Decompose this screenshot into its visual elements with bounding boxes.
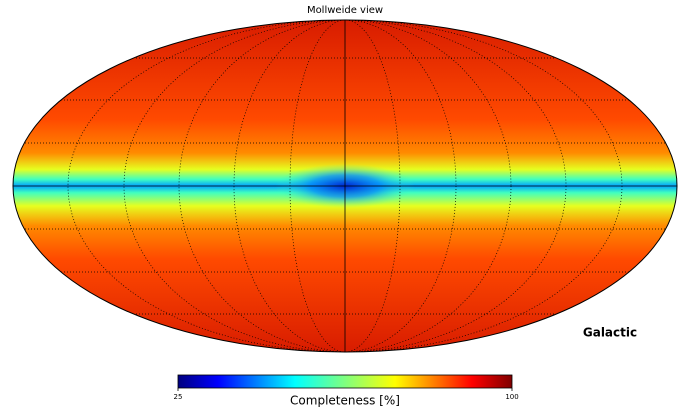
chart-title: Mollweide view	[307, 5, 383, 16]
colorbar	[177, 374, 513, 389]
colorbar-label: Completeness [%]	[290, 394, 400, 408]
colorbar-tick-label: 100	[505, 393, 518, 401]
map-outline	[12, 19, 678, 353]
sky-map	[13, 20, 677, 352]
coord-label: Galactic	[583, 326, 637, 340]
colorbar-tick-label: 25	[174, 393, 183, 401]
